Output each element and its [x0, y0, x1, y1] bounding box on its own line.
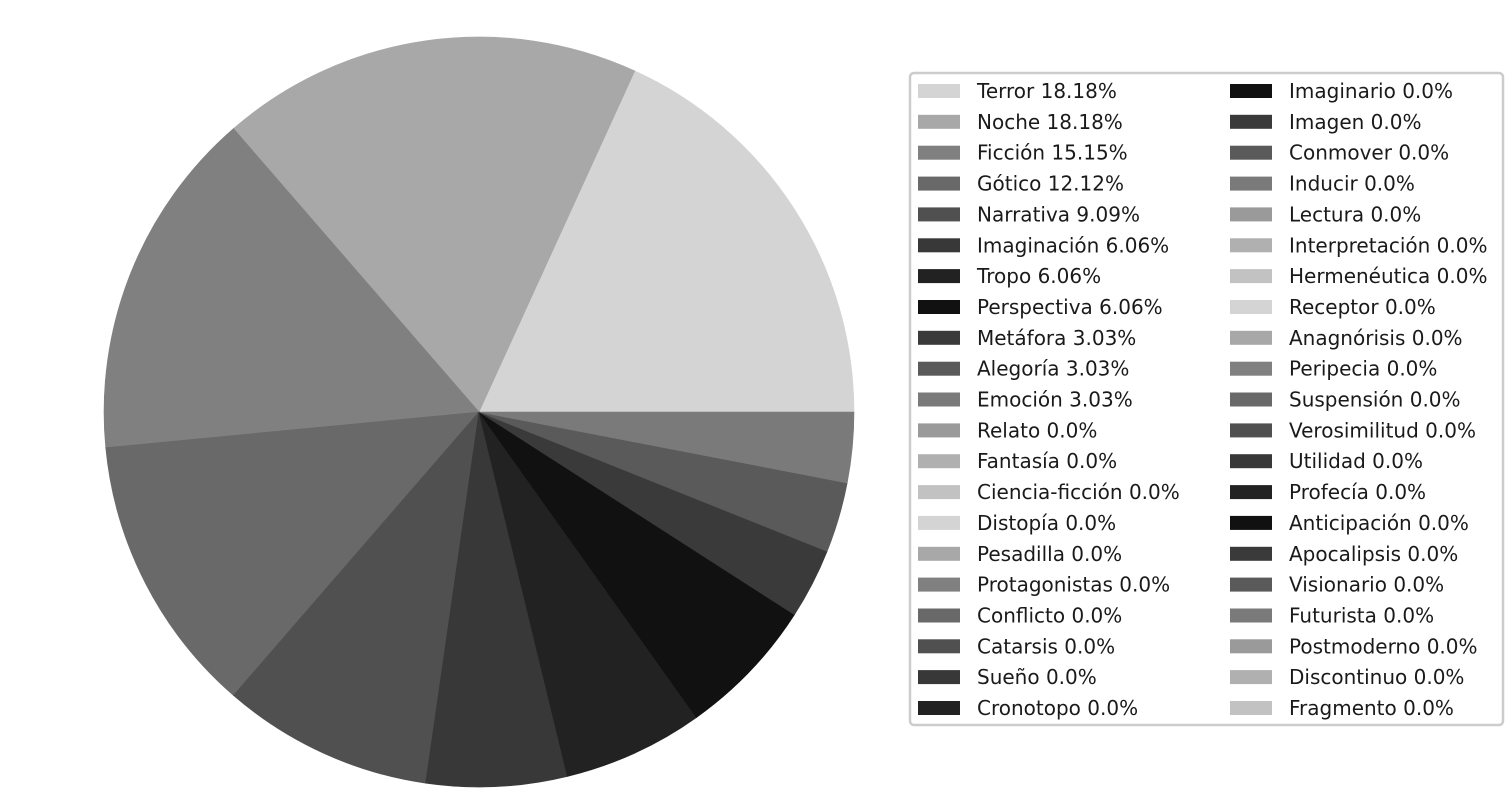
pie-slice-perspectiva: [478, 411, 795, 718]
legend-label-interpretacion: Interpretación 0.0%: [1289, 233, 1487, 257]
legend-swatch-imagen: [1230, 114, 1272, 129]
legend-label-protagonistas: Protagonistas 0.0%: [977, 573, 1170, 597]
legend-label-verosimilitud: Verosimilitud 0.0%: [1289, 418, 1476, 442]
legend-swatch-futurista: [1230, 608, 1272, 623]
legend-swatch-tropo: [918, 269, 960, 284]
pie-slice-imaginacion: [425, 411, 568, 788]
pie-slice-terror: [478, 70, 855, 413]
pie-slices: [103, 36, 855, 788]
legend-swatch-imaginario: [1230, 84, 1272, 98]
pie-slice-emocion: [478, 411, 855, 484]
legend-swatch-sueno: [918, 670, 960, 685]
legend: Terror 18.18% Noche 18.18% Ficción 15.15% G…: [908, 71, 1505, 727]
legend-label-receptor: Receptor 0.0%: [1289, 295, 1436, 319]
legend-label-utilidad: Utilidad 0.0%: [1289, 449, 1423, 473]
legend-label-hermeneutica: Hermenéutica 0.0%: [1289, 264, 1487, 288]
legend-swatch-terror: [918, 84, 960, 98]
legend-label-perspectiva: Perspectiva 6.06%: [977, 295, 1163, 319]
legend-label-alegoria: Alegoría 3.03%: [977, 357, 1129, 381]
legend-label-fantasia: Fantasía 0.0%: [977, 449, 1117, 473]
pie-slice-noche: [233, 36, 636, 413]
legend-swatch-noche: [918, 114, 960, 129]
legend-swatch-cronotopo: [918, 701, 960, 715]
legend-swatch-visionario: [1230, 577, 1272, 592]
legend-label-ciencia-ficcion: Ciencia-ficción 0.0%: [977, 480, 1180, 504]
legend-label-imagen: Imagen 0.0%: [1289, 110, 1421, 134]
legend-label-visionario: Visionario 0.0%: [1289, 573, 1444, 597]
legend-label-pesadilla: Pesadilla 0.0%: [977, 542, 1122, 566]
legend-label-narrativa: Narrativa 9.09%: [977, 202, 1140, 226]
legend-swatch-narrativa: [918, 207, 960, 222]
legend-label-apocalipsis: Apocalipsis 0.0%: [1289, 542, 1458, 566]
legend-swatch-inducir: [1230, 176, 1272, 191]
legend-swatch-distopia: [918, 515, 960, 530]
legend-swatch-imaginacion: [918, 238, 960, 253]
legend-swatch-gotico: [918, 176, 960, 191]
pie-slice-tropo: [478, 411, 697, 777]
legend-label-imaginacion: Imaginación 6.06%: [977, 233, 1169, 257]
legend-swatch-hermeneutica: [1230, 269, 1272, 284]
legend-label-terror: Terror 18.18%: [976, 79, 1117, 103]
legend-label-postmoderno: Postmoderno 0.0%: [1289, 634, 1478, 658]
legend-label-conmover: Conmover 0.0%: [1289, 141, 1449, 165]
legend-swatch-emocion: [918, 392, 960, 407]
legend-label-sueno: Sueño 0.0%: [977, 665, 1097, 689]
legend-label-discontinuo: Discontinuo 0.0%: [1289, 665, 1464, 689]
legend-swatch-ficcion: [918, 145, 960, 160]
legend-swatch-alegoria: [918, 361, 960, 376]
legend-swatch-fantasia: [918, 454, 960, 469]
legend-swatch-interpretacion: [1230, 238, 1272, 253]
legend-label-imaginario: Imaginario 0.0%: [1289, 79, 1453, 103]
legend-swatch-suspension: [1230, 392, 1272, 407]
legend-label-anagnorisis: Anagnórisis 0.0%: [1289, 326, 1463, 350]
legend-label-inducir: Inducir 0.0%: [1289, 172, 1415, 196]
legend-label-ficcion: Ficción 15.15%: [977, 141, 1128, 165]
legend-label-futurista: Futurista 0.0%: [1289, 604, 1434, 628]
legend-swatch-peripecia: [1230, 361, 1272, 376]
legend-label-emocion: Emoción 3.03%: [977, 388, 1133, 412]
legend-label-profecia: Profecía 0.0%: [1289, 480, 1426, 504]
legend-swatch-catarsis: [918, 639, 960, 654]
legend-label-tropo: Tropo 6.06%: [976, 264, 1101, 288]
legend-label-catarsis: Catarsis 0.0%: [977, 634, 1115, 658]
legend-label-distopia: Distopía 0.0%: [977, 511, 1116, 535]
legend-swatch-receptor: [1230, 300, 1272, 314]
legend-label-relato: Relato 0.0%: [977, 418, 1097, 442]
legend-label-anticipacion: Anticipación 0.0%: [1289, 511, 1469, 535]
pie-slice-narrativa: [233, 411, 480, 784]
legend-swatch-verosimilitud: [1230, 423, 1272, 438]
legend-swatch-profecia: [1230, 485, 1272, 500]
legend-swatch-protagonistas: [918, 577, 960, 592]
legend-swatch-fragmento: [1230, 701, 1272, 715]
legend-label-metafora: Metáfora 3.03%: [977, 326, 1136, 350]
legend-swatch-relato: [918, 423, 960, 438]
legend-swatch-conflicto: [918, 608, 960, 623]
legend-swatch-lectura: [1230, 207, 1272, 222]
legend-swatch-anticipacion: [1230, 515, 1272, 530]
legend-label-peripecia: Peripecia 0.0%: [1289, 357, 1437, 381]
legend-swatch-ciencia-ficcion: [918, 485, 960, 500]
legend-label-cronotopo: Cronotopo 0.0%: [977, 696, 1138, 720]
legend-swatch-utilidad: [1230, 454, 1272, 469]
pie-slice-gotico: [105, 411, 480, 696]
legend-label-suspension: Suspensión 0.0%: [1289, 388, 1461, 412]
legend-frame: [908, 71, 1505, 727]
legend-swatch-discontinuo: [1230, 670, 1272, 685]
legend-label-conflicto: Conflicto 0.0%: [977, 604, 1122, 628]
pie-slice-ficcion: [103, 128, 480, 448]
legend-swatch-anagnorisis: [1230, 330, 1272, 345]
legend-swatch-conmover: [1230, 145, 1272, 160]
legend-swatch-perspectiva: [918, 300, 960, 314]
legend-label-noche: Noche 18.18%: [977, 110, 1123, 134]
legend-label-lectura: Lectura 0.0%: [1289, 202, 1421, 226]
legend-label-fragmento: Fragmento 0.0%: [1289, 696, 1454, 720]
legend-swatch-pesadilla: [918, 546, 960, 561]
legend-label-gotico: Gótico 12.12%: [977, 172, 1124, 196]
legend-swatch-postmoderno: [1230, 639, 1272, 654]
legend-swatch-metafora: [918, 330, 960, 345]
legend-swatch-apocalipsis: [1230, 546, 1272, 561]
